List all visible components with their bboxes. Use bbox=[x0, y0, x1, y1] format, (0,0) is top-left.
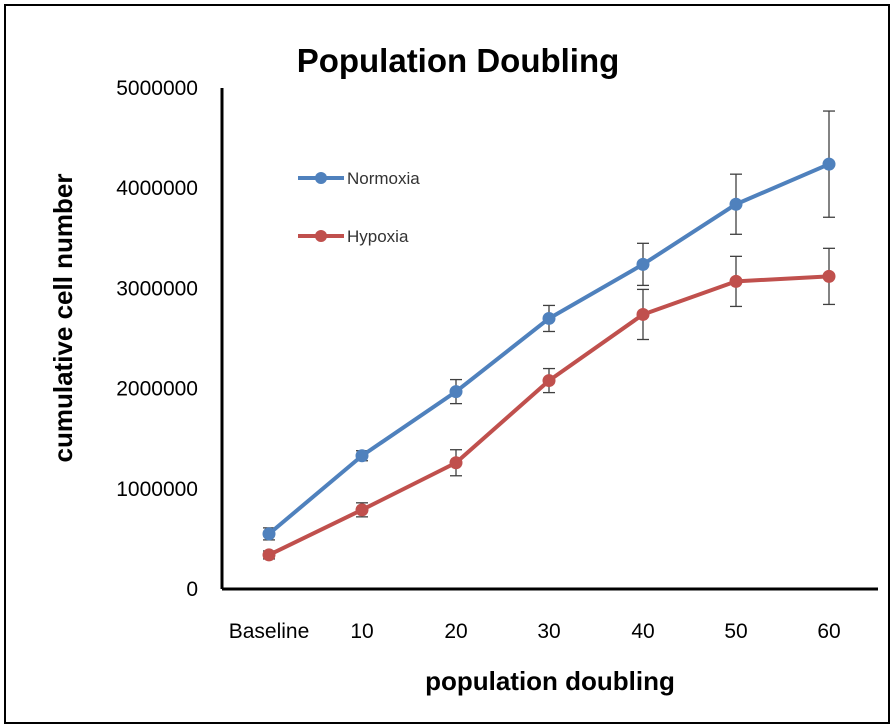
series-hypoxia bbox=[262, 247, 836, 562]
data-point bbox=[355, 503, 369, 517]
y-tick-label: 5000000 bbox=[116, 77, 198, 100]
legend-marker bbox=[315, 230, 327, 242]
data-point bbox=[822, 269, 836, 283]
data-point bbox=[262, 548, 276, 562]
x-tick-label: Baseline bbox=[229, 620, 310, 643]
legend-marker bbox=[315, 172, 327, 184]
data-point bbox=[822, 157, 836, 171]
data-point bbox=[355, 449, 369, 463]
chart-frame bbox=[4, 4, 890, 724]
x-tick-label: 60 bbox=[817, 620, 840, 643]
x-axis-ticks: Baseline 10 20 30 40 50 60 bbox=[229, 620, 841, 643]
data-point bbox=[729, 197, 743, 211]
series-line bbox=[267, 162, 830, 536]
y-axis-ticks: 0 1000000 2000000 3000000 4000000 5000000 bbox=[116, 77, 198, 601]
data-point bbox=[449, 385, 463, 399]
y-tick-label: 4000000 bbox=[116, 177, 198, 200]
data-point bbox=[729, 274, 743, 288]
data-point bbox=[636, 257, 650, 271]
y-tick-label: 1000000 bbox=[116, 478, 198, 501]
chart-title: Population Doubling bbox=[297, 42, 620, 79]
series-layer bbox=[262, 110, 836, 562]
data-point bbox=[542, 311, 556, 325]
y-axis-title: cumulative cell number bbox=[48, 174, 78, 463]
data-point bbox=[449, 456, 463, 470]
x-tick-label: 40 bbox=[631, 620, 654, 643]
y-tick-label: 2000000 bbox=[116, 378, 198, 401]
data-point bbox=[262, 527, 276, 541]
x-tick-label: 30 bbox=[537, 620, 560, 643]
y-tick-label: 0 bbox=[186, 578, 198, 601]
legend: Normoxia Hypoxia bbox=[298, 169, 420, 246]
x-axis-title: population doubling bbox=[425, 666, 675, 696]
y-tick-label: 3000000 bbox=[116, 277, 198, 300]
data-point bbox=[542, 374, 556, 388]
legend-label: Hypoxia bbox=[347, 227, 409, 246]
data-point bbox=[636, 307, 650, 321]
x-tick-label: 50 bbox=[724, 620, 747, 643]
series-normoxia bbox=[262, 110, 836, 541]
x-tick-label: 20 bbox=[444, 620, 467, 643]
legend-label: Normoxia bbox=[347, 169, 420, 188]
x-tick-label: 10 bbox=[350, 620, 373, 643]
